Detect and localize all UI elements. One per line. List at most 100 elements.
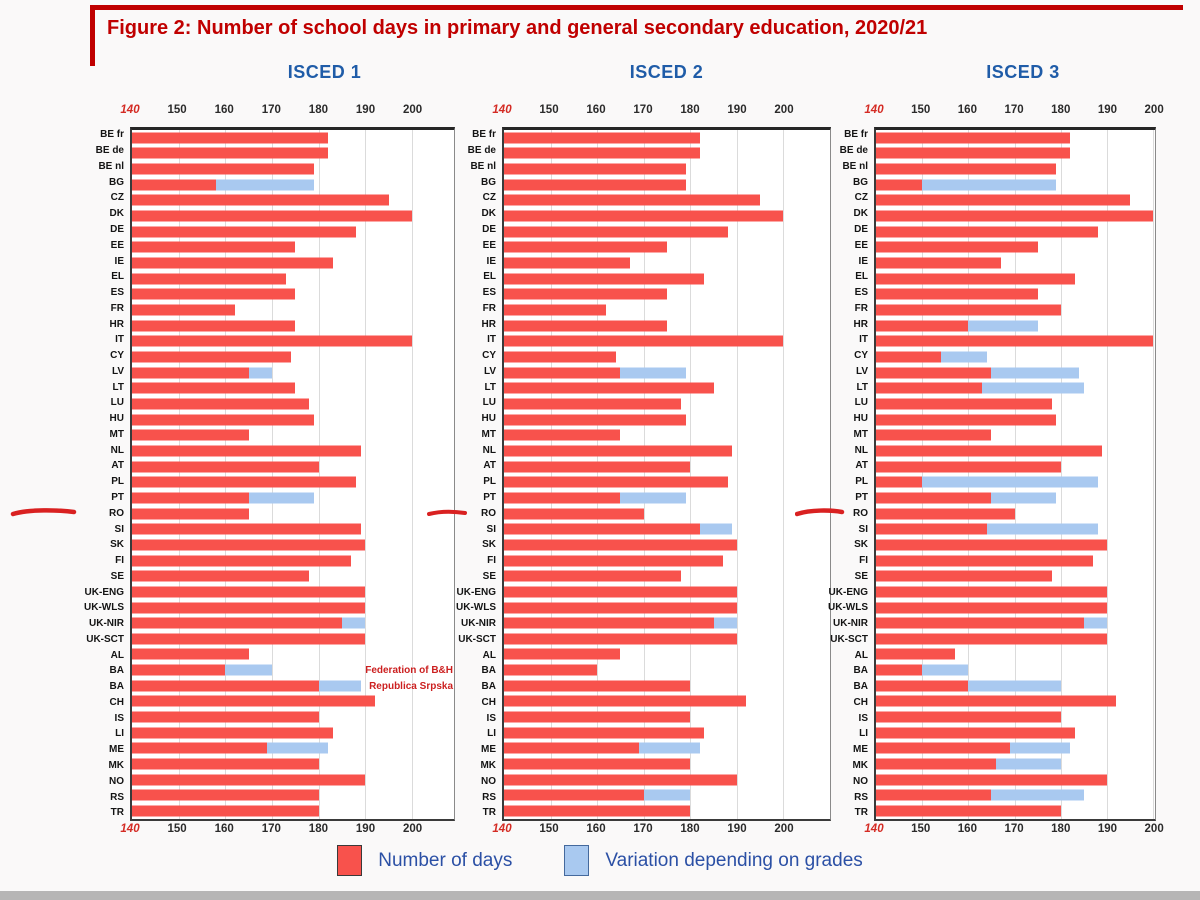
days-bar [504, 758, 691, 770]
bar-row [876, 146, 1155, 162]
bar-row [504, 741, 830, 757]
days-bar [876, 179, 923, 191]
days-bar [504, 602, 737, 614]
country-label: BG [853, 176, 868, 188]
days-bar [504, 241, 667, 253]
country-label: EE [482, 239, 496, 251]
country-label: BA [109, 681, 124, 693]
bar-row [876, 302, 1155, 318]
bar-row [876, 584, 1155, 600]
top-axis-tick: 160 [957, 104, 977, 116]
days-bar [132, 758, 319, 770]
variation-bar [248, 492, 314, 504]
country-label: LT [112, 381, 124, 393]
country-label: HU [109, 413, 124, 425]
bar-row [876, 381, 1155, 397]
days-bar [876, 570, 1052, 582]
bar-row [132, 271, 454, 287]
gridline [736, 130, 738, 819]
bar-row [132, 177, 454, 193]
panel-header: ISCED 3 [986, 62, 1060, 82]
country-label: FI [487, 555, 496, 567]
country-label: MK [108, 760, 124, 771]
bar-row [504, 161, 830, 177]
country-label: DE [110, 223, 124, 235]
bottom-axis-tick: 140 [864, 823, 884, 835]
bar-row [876, 568, 1155, 584]
country-label: EE [110, 239, 124, 251]
gridline [1153, 130, 1155, 819]
days-bar [504, 304, 607, 316]
days-bar [504, 476, 728, 488]
bar-row [504, 678, 830, 694]
variation-bar [986, 523, 1098, 535]
ba-srpska-label: Republica Srpska [369, 680, 453, 692]
country-label: IS [114, 712, 124, 724]
days-bar [132, 570, 310, 582]
top-axis-tick: 170 [1004, 104, 1024, 116]
gridline [968, 130, 970, 819]
country-label: SI [486, 523, 496, 535]
days-bar [132, 461, 319, 473]
bar-row [504, 208, 830, 224]
variation-bar [216, 179, 314, 191]
country-label: EL [855, 271, 868, 283]
country-label: BG [481, 176, 496, 188]
bar-row [132, 161, 454, 177]
days-bar [876, 382, 983, 394]
bottom-axis-tick: 190 [727, 823, 747, 835]
bar-row [504, 130, 830, 146]
bar-row [876, 694, 1155, 710]
days-bar [504, 382, 714, 394]
bottom-axis-tick: 160 [214, 823, 234, 835]
variation-bar [620, 367, 686, 379]
bottom-axis-tick: 200 [1144, 823, 1164, 835]
days-bar [876, 320, 969, 332]
bar-row [876, 161, 1155, 177]
bar-row [504, 255, 830, 271]
country-label: UK-SCT [458, 633, 496, 645]
top-axis-tick: 180 [308, 104, 328, 116]
days-bar [132, 648, 249, 660]
days-bar [132, 163, 314, 175]
bar-row [132, 459, 454, 475]
panel-header: ISCED 1 [287, 62, 362, 82]
bar-row [132, 709, 454, 725]
days-bar [504, 414, 686, 426]
days-bar [132, 492, 249, 504]
bar-row [132, 193, 454, 209]
bar-row [876, 756, 1155, 772]
country-label: MT [853, 428, 868, 440]
days-bar [132, 367, 249, 379]
gridline [1014, 130, 1016, 819]
country-label: HR [853, 318, 868, 330]
variation-bar [982, 382, 1084, 394]
bar-row [132, 537, 454, 553]
bar-row [876, 224, 1155, 240]
variation-bar [713, 617, 737, 629]
top-axis-tick: 170 [261, 104, 281, 116]
country-label: CH [853, 696, 868, 708]
days-bar [132, 132, 328, 144]
days-bar [132, 335, 412, 347]
country-label: DE [482, 223, 496, 235]
days-bar [504, 508, 644, 520]
bar-row [876, 662, 1155, 678]
days-bar [504, 461, 691, 473]
top-axis-tick: 180 [1051, 104, 1071, 116]
days-bar [876, 664, 923, 676]
top-axis-tick: 170 [633, 104, 653, 116]
bar-row [876, 788, 1155, 804]
figure-title: Figure 2: Number of school days in prima… [107, 17, 928, 39]
days-bar [876, 680, 969, 692]
bar-row [876, 474, 1155, 490]
country-label: LI [487, 728, 496, 740]
country-label: AT [111, 460, 124, 472]
days-bar [132, 194, 389, 206]
bar-row [876, 741, 1155, 757]
country-label: UK-SCT [86, 633, 124, 645]
gridline [178, 130, 180, 819]
days-bar [876, 429, 992, 441]
country-label: EL [111, 271, 124, 283]
country-label: ES [110, 287, 124, 299]
